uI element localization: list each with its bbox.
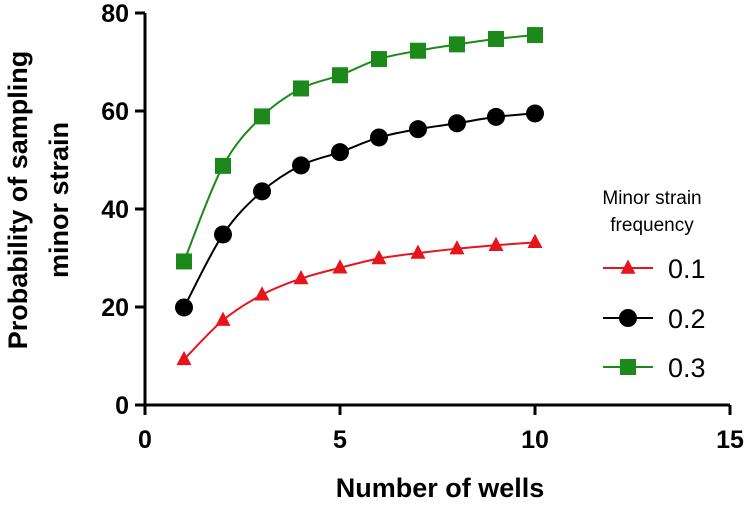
legend-title-line-2: frequency: [610, 215, 694, 236]
data-point-0.2-x7: [409, 120, 427, 139]
legend-item-0.1: 0.1: [603, 254, 706, 284]
x-tick-label-15: 15: [716, 426, 744, 454]
legend-items: 0.1 0.2 0.3: [603, 254, 706, 383]
data-point-0.2-x2: [214, 225, 232, 244]
x-axis-title: Number of wells: [336, 473, 545, 503]
data-point-0.2-x9: [487, 107, 505, 126]
data-point-0.3-x6: [371, 51, 387, 68]
data-point-0.3-x4: [293, 80, 309, 97]
series-0.3: [176, 27, 543, 270]
y-axis-title-line-2: minor strain: [44, 122, 74, 278]
data-point-0.1-x7: [410, 244, 426, 259]
x-tick-label-0: 0: [138, 426, 152, 454]
data-point-0.2-x10: [526, 104, 544, 123]
data-point-0.1-x10: [527, 233, 543, 249]
legend-label-0.1: 0.1: [668, 254, 706, 284]
series-line-0.1: [183, 241, 536, 361]
x-tick-label-10: 10: [521, 426, 549, 454]
data-point-0.3-x5: [332, 67, 348, 84]
data-point-0.3-x1: [176, 253, 192, 270]
data-point-0.1-x8: [449, 240, 465, 255]
data-point-0.1-x9: [488, 236, 504, 251]
y-tick-label-80: 80: [101, 0, 129, 28]
y-axis-title-line-1: Probability of sampling: [3, 51, 33, 350]
data-point-0.2-x1: [175, 298, 193, 317]
legend-label-0.3: 0.3: [668, 353, 706, 383]
legend-marker-0.2: [619, 309, 637, 327]
data-point-0.1-x1: [176, 350, 192, 366]
axes: [143, 13, 730, 407]
data-point-0.1-x4: [293, 270, 309, 285]
series-0.1: [176, 233, 543, 366]
series-line-0.3: [183, 34, 536, 262]
data-point-0.3-x8: [449, 36, 465, 53]
y-tick-label-60: 60: [101, 98, 129, 126]
y-tick-label-40: 40: [101, 196, 129, 224]
series-0.2: [175, 104, 544, 317]
data-point-0.3-x3: [254, 108, 270, 125]
legend-item-0.2: 0.2: [603, 304, 706, 334]
x-tick-label-5: 5: [333, 426, 347, 454]
legend-label-0.2: 0.2: [668, 304, 706, 334]
ticks: 0 20 40 60 80 0 5 10 15: [101, 0, 744, 454]
data-point-0.3-x7: [410, 42, 426, 59]
legend: Minor strain frequency 0.1 0.2 0.3: [602, 188, 705, 383]
data-point-0.2-x3: [253, 182, 271, 201]
legend-title-line-1: Minor strain: [602, 188, 701, 209]
data-point-0.1-x2: [215, 311, 231, 326]
legend-item-0.3: 0.3: [603, 353, 706, 383]
data-point-0.2-x8: [448, 114, 466, 133]
legend-marker-0.3: [620, 359, 636, 375]
data-point-0.2-x6: [370, 128, 388, 147]
data-point-0.3-x2: [215, 157, 231, 174]
legend-marker-0.1: [620, 259, 636, 274]
data-point-0.3-x9: [488, 30, 504, 47]
y-tick-label-0: 0: [115, 392, 129, 420]
data-point-0.2-x5: [331, 143, 349, 162]
series-line-0.2: [183, 112, 536, 308]
data-point-0.2-x4: [292, 156, 310, 175]
y-tick-label-20: 20: [101, 294, 129, 322]
y-axis-title: Probability of sampling minor strain: [3, 51, 74, 350]
data-point-0.1-x3: [254, 286, 270, 301]
data-point-0.3-x10: [527, 27, 543, 44]
data-point-0.1-x5: [332, 259, 348, 274]
series-layer: [175, 27, 544, 366]
data-point-0.1-x6: [371, 249, 387, 265]
